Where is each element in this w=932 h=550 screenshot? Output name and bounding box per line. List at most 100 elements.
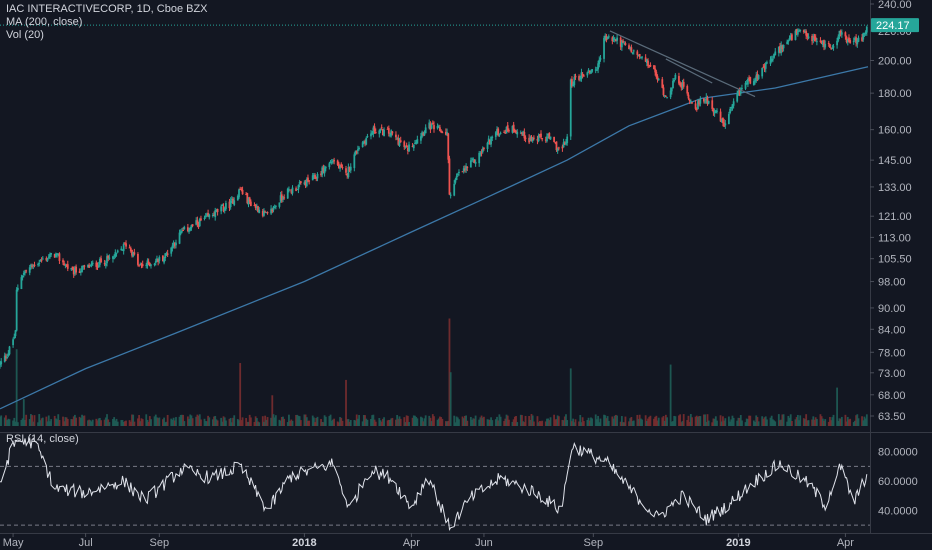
candle-body — [70, 268, 73, 270]
candle-body — [473, 160, 476, 163]
volume-bar — [681, 421, 684, 426]
volume-bar — [255, 418, 258, 426]
candle-body — [522, 131, 525, 136]
candle-body — [748, 78, 750, 80]
volume-bar — [454, 422, 457, 426]
candle-body — [799, 29, 802, 31]
volume-bar — [821, 418, 824, 426]
candle-body — [14, 330, 17, 337]
volume-bar — [670, 421, 673, 426]
candle-body — [133, 252, 136, 255]
candle-body — [30, 264, 32, 267]
rsi-axis[interactable]: 80.0000 60.0000 40.0000 — [878, 447, 918, 518]
volume-bar — [166, 414, 169, 426]
volume-bar — [333, 418, 336, 426]
volume-bar — [190, 415, 193, 426]
candle-body — [791, 34, 793, 40]
candle-body — [591, 69, 594, 72]
time-axis[interactable]: May Jul Sep 2018 Apr Jun Sep 2019 Apr — [3, 533, 855, 549]
candle-body — [40, 259, 43, 261]
candle-body — [233, 200, 236, 206]
volume-bar — [91, 419, 94, 426]
volume-bar — [789, 414, 792, 426]
candle-body — [156, 258, 158, 262]
volume-bar — [305, 417, 308, 426]
candle-body — [581, 73, 584, 76]
volume-bar — [273, 417, 276, 426]
volume-bar — [788, 417, 791, 426]
volume-bar — [204, 421, 207, 426]
volume-bar — [653, 418, 655, 426]
volume-bar — [322, 422, 325, 426]
volume-bar — [223, 417, 226, 426]
candle-body — [595, 69, 598, 71]
volume-bar — [441, 418, 444, 426]
volume-bar — [455, 416, 458, 426]
candle-body — [236, 195, 239, 201]
candle-body — [200, 218, 202, 221]
volume-bar — [823, 420, 825, 426]
candle-body — [764, 63, 767, 69]
volume-bar — [361, 421, 364, 426]
candle-body — [682, 81, 685, 87]
volume-bar — [40, 418, 43, 426]
candle-body — [104, 264, 107, 266]
volume-bar — [530, 414, 533, 426]
candle-body — [272, 206, 275, 211]
candle-body — [25, 270, 28, 272]
candle-body — [3, 355, 6, 362]
trendlines[interactable] — [609, 30, 756, 98]
candle-body — [81, 265, 83, 272]
price-axis[interactable]: 240.00220.00200.00180.00160.00145.00133.… — [870, 0, 912, 423]
volume-bar — [389, 419, 391, 426]
volume-bar — [96, 420, 99, 426]
candle-body — [813, 35, 816, 39]
candle-body — [346, 173, 349, 176]
candle-body — [620, 41, 623, 48]
volume-bar — [678, 415, 680, 426]
candle-body — [486, 142, 489, 149]
volume-bar — [831, 417, 834, 426]
trendline[interactable] — [665, 58, 713, 84]
volume-bar — [531, 415, 534, 426]
candle-body — [607, 36, 610, 38]
candle-body — [689, 100, 692, 102]
volume-bar — [12, 420, 14, 426]
volume-bar — [594, 414, 597, 426]
volume-bar — [39, 420, 42, 426]
volume-bar — [173, 420, 176, 426]
candle-body — [204, 215, 207, 217]
candle-body — [857, 37, 860, 42]
volume-bar — [762, 418, 765, 426]
volume-bar — [712, 418, 715, 426]
candle-body — [662, 87, 665, 96]
volume-bar — [348, 421, 351, 426]
volume-bar — [730, 419, 733, 426]
volume-bar — [694, 416, 697, 426]
volume-bar — [221, 421, 224, 426]
volume-bar — [865, 414, 868, 426]
volume-bar — [453, 415, 456, 426]
candle-body — [321, 167, 324, 175]
candle-body — [82, 266, 85, 268]
volume-bar — [246, 421, 249, 426]
volume-bar — [824, 419, 827, 426]
candle-body — [777, 46, 780, 53]
candle-body — [228, 201, 231, 209]
candle-body — [103, 263, 106, 265]
volume-bar — [791, 421, 793, 426]
candle-body — [454, 179, 457, 183]
candle-body — [712, 109, 715, 113]
volume-bar — [208, 417, 211, 426]
trendline[interactable] — [609, 30, 756, 98]
volume-bar — [90, 421, 93, 426]
volume-bar — [416, 418, 419, 426]
candle-body — [588, 70, 591, 73]
volume-bar — [186, 416, 189, 426]
volume-bar — [688, 421, 691, 426]
volume-bar — [263, 421, 265, 426]
volume-bar — [366, 419, 369, 426]
volume-bar — [814, 417, 817, 426]
candle-body — [516, 131, 519, 135]
